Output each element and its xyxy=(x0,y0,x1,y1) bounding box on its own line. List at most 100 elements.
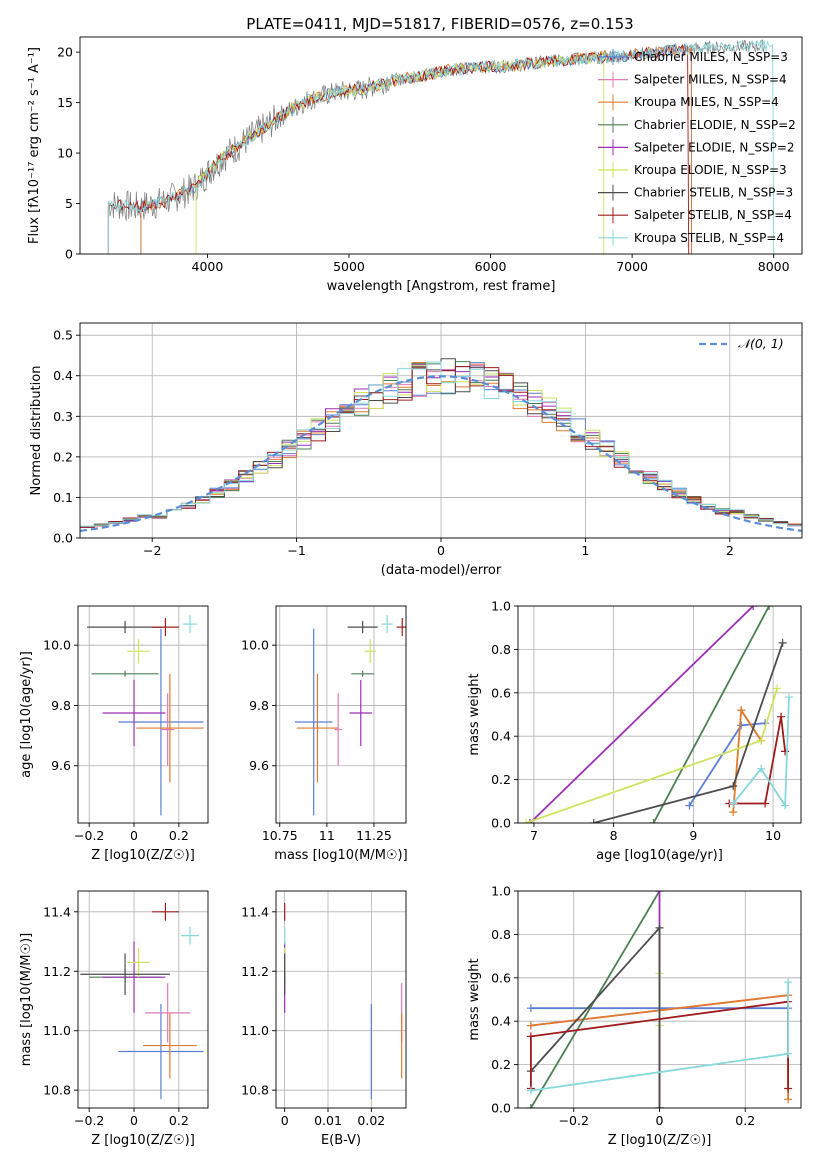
y-axis-label: Normed distribution xyxy=(29,366,44,496)
series-point xyxy=(784,1049,793,1058)
x-tick-label: −0.2 xyxy=(559,1113,589,1128)
legend-label-kroupa-stelib: Kroupa STELIB, N_SSP=4 xyxy=(634,231,784,245)
y-tick-label: 0.6 xyxy=(491,970,511,985)
y-tick-label: 5 xyxy=(65,196,73,211)
series-point xyxy=(729,799,738,808)
histogram-kroupa-stelib xyxy=(80,361,802,527)
series-kroupa-elodie xyxy=(521,684,782,823)
series-point xyxy=(749,606,758,610)
errorbar-point-kroupa-stelib xyxy=(183,615,197,634)
y-tick-label: 11.2 xyxy=(241,964,269,979)
y-tick-label: 0.5 xyxy=(53,328,73,343)
y-tick-label: 0.8 xyxy=(491,642,511,657)
y-tick-label: 11.2 xyxy=(43,964,71,979)
x-tick-label: 6000 xyxy=(475,259,507,274)
x-tick-label: 0 xyxy=(656,1113,664,1128)
legend-label-normal: 𝒩(0, 1) xyxy=(738,336,784,351)
y-tick-label: 0.3 xyxy=(53,409,73,424)
y-tick-label: 11.4 xyxy=(241,904,269,919)
series-point xyxy=(765,606,774,610)
age-vs-mass-axes: 10.75 11 11.25 9.6 9.8 10.0 mass [log10(M/M☉)] xyxy=(241,605,408,863)
errorbar-point-salpeter-stelib xyxy=(396,618,406,637)
y-tick-label: 11.0 xyxy=(43,1023,71,1038)
y-tick-label: 11.0 xyxy=(241,1023,269,1038)
y-axis-label: Flux [fλ10⁻¹⁷ erg cm⁻² s⁻¹ A⁻¹] xyxy=(27,47,42,244)
age-vs-z-plot-area xyxy=(86,615,204,816)
x-tick-label: 0.02 xyxy=(357,1113,385,1128)
y-tick-label: 0.8 xyxy=(491,927,511,942)
mass-vs-z-axes: −0.2 0 0.2 10.8 11.0 11.2 11.4 Z [log10(Z/Z☉)] m… xyxy=(19,890,209,1148)
series-point xyxy=(521,819,530,823)
errorbar-point-chabrier-stelib xyxy=(347,621,378,634)
legend-label-kroupa-miles: Kroupa MILES, N_SSP=4 xyxy=(634,95,779,109)
y-axis-label: mass weight xyxy=(467,958,482,1040)
series-point xyxy=(655,1104,664,1108)
mass-vs-ebv-plot-area xyxy=(284,902,403,1100)
x-tick-label: 8000 xyxy=(758,259,790,274)
y-tick-label: 0.0 xyxy=(491,1101,511,1116)
series-point xyxy=(526,1021,535,1030)
x-axis-label: (data-model)/error xyxy=(381,563,502,578)
mass-vs-ebv-axes: 0 0.01 0.02 10.8 11.0 11.2 11.4 E(B-V) xyxy=(241,890,407,1148)
y-tick-label: 0.4 xyxy=(491,729,511,744)
x-tick-label: 5000 xyxy=(333,259,365,274)
y-axis-label: age [log10(age/yr)] xyxy=(19,651,34,778)
errorbar-point-salpeter-miles xyxy=(334,693,342,766)
y-tick-label: 9.6 xyxy=(249,758,269,773)
series-kroupa-stelib xyxy=(526,978,793,1095)
y-tick-label: 0.2 xyxy=(491,772,511,787)
series-point xyxy=(785,693,794,702)
errorbar-point-salpeter-miles xyxy=(145,983,191,1043)
axes-frame xyxy=(79,36,803,255)
x-axis-label: Z [log10(Z/Z☉)] xyxy=(91,848,195,863)
age-vs-mass-plot-area xyxy=(294,615,406,816)
y-tick-label: 1.0 xyxy=(491,599,511,614)
x-tick-label: 8 xyxy=(610,828,618,843)
x-tick-label: 7000 xyxy=(616,259,648,274)
series-point xyxy=(737,706,746,715)
errorbar-point-kroupa-elodie xyxy=(127,947,150,978)
errorbar-point-kroupa-miles xyxy=(296,673,339,783)
series-point xyxy=(655,891,664,895)
y-tick-label: 9.8 xyxy=(51,698,71,713)
series-point xyxy=(777,712,786,721)
spectrum-plot-area xyxy=(107,39,775,254)
errorbar-point-salpeter-stelib xyxy=(151,618,179,637)
x-tick-label: 0.2 xyxy=(169,1113,189,1128)
errorbar-point-chabrier-elodie xyxy=(91,670,159,677)
x-axis-label: age [log10(age/yr)] xyxy=(596,848,723,863)
x-axis-label: Z [log10(Z/Z☉)] xyxy=(608,1133,712,1148)
series-point xyxy=(781,801,790,810)
x-tick-label: 11.25 xyxy=(356,828,392,843)
y-tick-label: 15 xyxy=(57,95,73,110)
x-tick-label: 0 xyxy=(437,543,445,558)
y-tick-label: 10.0 xyxy=(241,638,269,653)
series-point xyxy=(526,1004,535,1013)
weight-vs-age-plot-area xyxy=(521,606,794,823)
legend-label-kroupa-elodie: Kroupa ELODIE, N_SSP=3 xyxy=(634,163,787,177)
x-tick-label: 7 xyxy=(530,828,538,843)
y-tick-label: 9.6 xyxy=(51,758,71,773)
y-tick-label: 10.8 xyxy=(241,1083,269,1098)
series-point xyxy=(784,1095,793,1104)
y-tick-label: 0.6 xyxy=(491,685,511,700)
y-axis-label: mass weight xyxy=(467,673,482,755)
x-axis-label: Z [log10(Z/Z☉)] xyxy=(91,1133,195,1148)
series-chabrier-stelib xyxy=(589,638,787,823)
residuals-axes: −2 −1 0 1 2 0.0 0.1 0.2 0.3 0.4 0.5 (data-model)/er… xyxy=(29,322,803,578)
legend-label-chabrier-stelib: Chabrier STELIB, N_SSP=3 xyxy=(634,186,793,200)
model-spectrum-kroupa-stelib xyxy=(107,40,775,254)
mass-vs-z-plot-area xyxy=(80,902,204,1100)
legend-label-chabrier-miles: Chabrier MILES, N_SSP=3 xyxy=(634,50,788,64)
series-line xyxy=(652,606,770,823)
x-tick-label: −1 xyxy=(287,543,305,558)
series-point xyxy=(761,799,770,808)
x-tick-label: 9 xyxy=(689,828,697,843)
x-axis-label: mass [log10(M/M☉)] xyxy=(274,848,407,863)
y-tick-label: 0.2 xyxy=(491,1057,511,1072)
x-tick-label: 10 xyxy=(765,828,781,843)
series-chabrier-miles xyxy=(685,719,770,810)
y-axis-label: mass [log10(M/M☉)] xyxy=(19,933,34,1066)
series-point xyxy=(729,808,738,817)
